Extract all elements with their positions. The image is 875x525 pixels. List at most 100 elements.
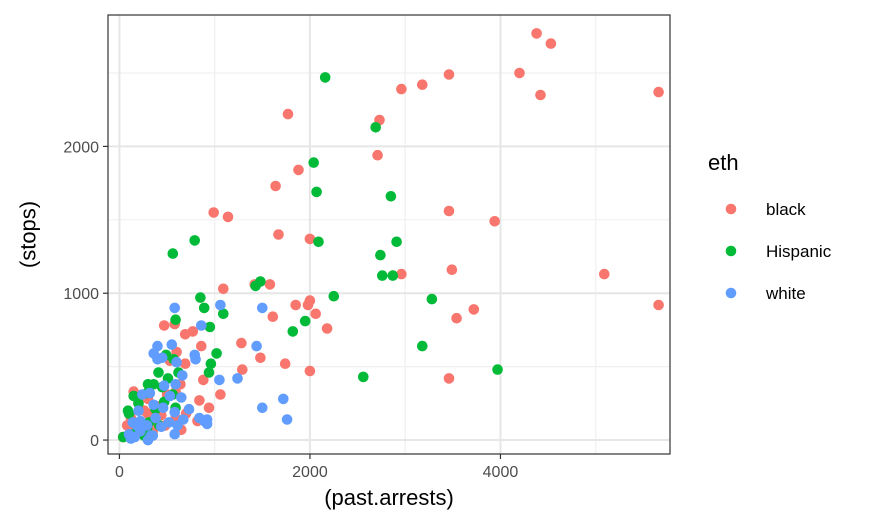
legend-key xyxy=(725,203,737,215)
data-point xyxy=(163,417,175,428)
panel-border xyxy=(107,14,671,455)
data-point xyxy=(195,292,206,303)
legend-label: Hispanic xyxy=(766,242,832,261)
y-tick-label: 0 xyxy=(90,433,99,450)
data-point xyxy=(489,216,501,227)
data-point xyxy=(545,38,557,49)
data-point xyxy=(204,321,216,333)
legend: black Hispanic white xyxy=(725,200,832,303)
data-point xyxy=(171,356,182,368)
data-point xyxy=(531,28,542,39)
plot-panel xyxy=(108,15,670,454)
data-point xyxy=(177,370,188,381)
data-point xyxy=(267,311,279,323)
data-point xyxy=(133,405,144,417)
data-point xyxy=(270,180,281,192)
legend-label: black xyxy=(766,200,806,219)
data-point xyxy=(387,270,399,281)
x-tick-label: 0 xyxy=(115,464,124,481)
data-point xyxy=(375,249,386,261)
data-point xyxy=(148,379,159,390)
data-point xyxy=(370,122,382,133)
data-point xyxy=(358,371,369,383)
data-point xyxy=(372,149,383,161)
data-point xyxy=(293,164,304,176)
data-point xyxy=(492,364,503,375)
data-point xyxy=(653,299,664,311)
data-point xyxy=(137,389,148,400)
data-point xyxy=(290,299,302,311)
x-tick-label: 2000 xyxy=(292,464,328,481)
data-point xyxy=(237,364,248,375)
data-point xyxy=(205,358,217,370)
data-point xyxy=(201,418,213,430)
data-point xyxy=(396,83,407,95)
data-point xyxy=(208,207,219,218)
data-point xyxy=(169,302,180,314)
data-point xyxy=(250,280,261,292)
data-point xyxy=(156,421,167,433)
data-point xyxy=(133,398,144,409)
axis-ticks: 0 2000 4000 0 1000 2000 xyxy=(63,139,518,481)
data-point xyxy=(203,367,215,378)
data-point xyxy=(313,236,324,248)
data-point xyxy=(169,428,180,440)
data-point xyxy=(443,69,455,80)
data-point xyxy=(218,283,229,295)
data-point xyxy=(170,379,181,390)
data-point xyxy=(287,326,299,337)
data-point xyxy=(299,315,311,327)
legend-label: white xyxy=(765,284,806,303)
data-point xyxy=(279,358,291,370)
data-point xyxy=(391,236,402,248)
data-point xyxy=(214,374,225,386)
data-point xyxy=(222,211,234,223)
panel-frame xyxy=(107,14,671,455)
legend-key xyxy=(725,245,737,257)
data-point xyxy=(304,233,316,245)
data-point xyxy=(125,433,137,444)
data-point xyxy=(514,67,525,79)
data-point xyxy=(215,389,226,400)
data-point xyxy=(443,373,455,384)
data-point xyxy=(599,268,610,280)
data-point xyxy=(196,340,207,352)
data-point xyxy=(169,406,180,418)
data-point xyxy=(150,412,161,424)
data-point xyxy=(417,79,428,90)
data-point xyxy=(148,399,159,411)
data-point xyxy=(232,373,243,384)
data-point xyxy=(122,405,134,417)
legend-item-white: white xyxy=(725,284,806,303)
data-point xyxy=(218,308,229,320)
data-point xyxy=(278,393,289,405)
data-point xyxy=(377,270,388,281)
y-axis-title: (stops) xyxy=(16,201,41,268)
legend-key xyxy=(725,287,737,299)
legend-item-hispanic: Hispanic xyxy=(725,242,832,261)
x-tick-label: 4000 xyxy=(483,464,519,481)
y-tick-label: 2000 xyxy=(63,139,99,156)
data-point xyxy=(251,340,262,352)
data-point xyxy=(215,299,226,311)
x-axis-title: (past.arrests) xyxy=(324,485,454,510)
data-point xyxy=(158,380,170,392)
data-point xyxy=(468,304,480,315)
data-point xyxy=(236,337,247,349)
data-point xyxy=(319,72,331,83)
legend-item-black: black xyxy=(725,200,806,219)
data-point xyxy=(164,390,176,402)
data-point xyxy=(255,352,266,364)
data-point xyxy=(396,268,407,280)
data-point xyxy=(282,108,294,120)
data-point xyxy=(310,308,322,320)
data-point xyxy=(211,348,222,359)
legend-title: eth xyxy=(708,150,739,175)
data-point xyxy=(167,248,179,259)
data-point xyxy=(443,205,455,217)
data-point xyxy=(170,314,181,326)
data-point xyxy=(158,320,170,331)
panel-background xyxy=(108,15,670,454)
data-point xyxy=(153,367,164,378)
data-point xyxy=(257,402,268,414)
